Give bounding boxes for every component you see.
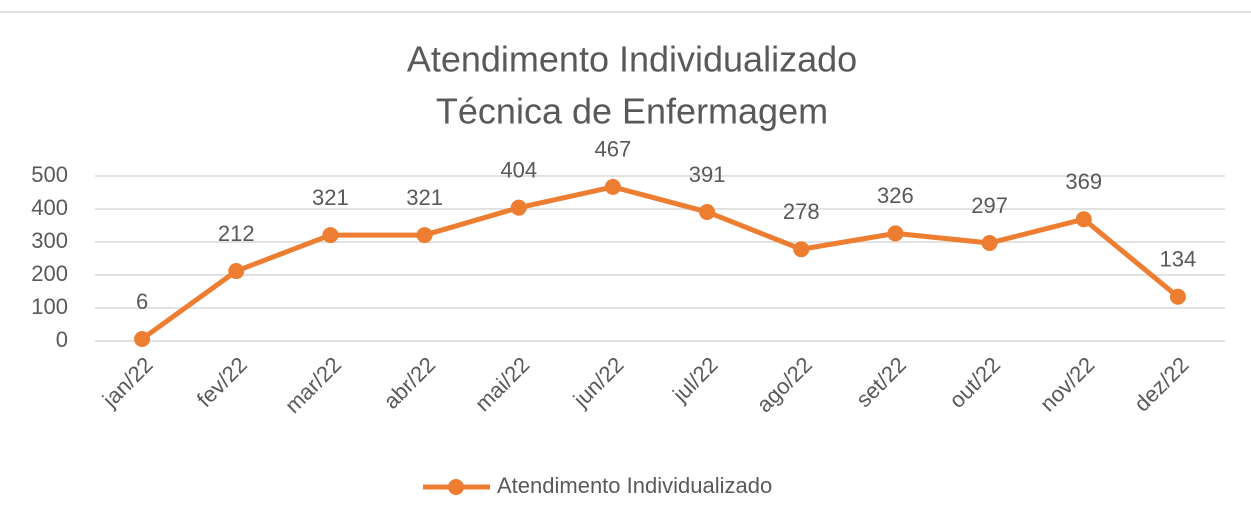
point bbox=[322, 227, 339, 244]
point bbox=[1169, 288, 1186, 305]
point bbox=[228, 263, 245, 280]
y-tick-label: 300 bbox=[31, 228, 68, 253]
series-line bbox=[140, 184, 1180, 342]
legend-marker bbox=[448, 479, 464, 495]
x-tick-label: jun/22 bbox=[568, 352, 629, 413]
y-tick-label: 400 bbox=[31, 195, 68, 220]
point bbox=[604, 178, 621, 195]
chart-subtitle: Técnica de Enfermagem bbox=[436, 91, 828, 132]
data-label: 321 bbox=[312, 185, 349, 210]
y-tick-label: 100 bbox=[31, 294, 68, 319]
point bbox=[134, 331, 151, 348]
y-tick-label: 200 bbox=[31, 261, 68, 286]
chart-title: Atendimento Individualizado bbox=[407, 39, 857, 80]
data-label: 297 bbox=[971, 193, 1008, 218]
data-label: 326 bbox=[877, 183, 914, 208]
x-tick-label: fev/22 bbox=[192, 352, 252, 412]
point bbox=[887, 225, 904, 242]
x-tick-label: jan/22 bbox=[97, 352, 158, 413]
point bbox=[793, 241, 810, 258]
data-label: 278 bbox=[783, 199, 820, 224]
point bbox=[981, 234, 998, 251]
data-label: 134 bbox=[1160, 247, 1197, 272]
data-label: 369 bbox=[1065, 169, 1102, 194]
x-tick-label: nov/22 bbox=[1035, 352, 1099, 416]
x-tick-label: jul/22 bbox=[667, 352, 723, 408]
y-tick-label: 0 bbox=[56, 327, 68, 352]
data-label: 321 bbox=[406, 185, 443, 210]
x-tick-label: dez/22 bbox=[1129, 352, 1193, 416]
x-tick-label: set/22 bbox=[851, 352, 911, 412]
point bbox=[416, 227, 433, 244]
data-label: 391 bbox=[689, 162, 726, 187]
x-tick-label: mar/22 bbox=[280, 352, 346, 418]
x-tick-label: abr/22 bbox=[378, 352, 440, 414]
data-label: 212 bbox=[218, 221, 255, 246]
point bbox=[699, 203, 716, 220]
point bbox=[510, 199, 527, 216]
data-label: 6 bbox=[136, 289, 148, 314]
x-tick-label: out/22 bbox=[944, 352, 1005, 413]
data-label: 467 bbox=[595, 137, 632, 162]
point bbox=[1075, 211, 1092, 228]
x-tick-label: mai/22 bbox=[470, 352, 534, 416]
x-tick-label: ago/22 bbox=[752, 352, 817, 417]
y-tick-label: 500 bbox=[31, 162, 68, 187]
legend-label: Atendimento Individualizado bbox=[497, 473, 772, 498]
data-label: 404 bbox=[500, 157, 537, 182]
